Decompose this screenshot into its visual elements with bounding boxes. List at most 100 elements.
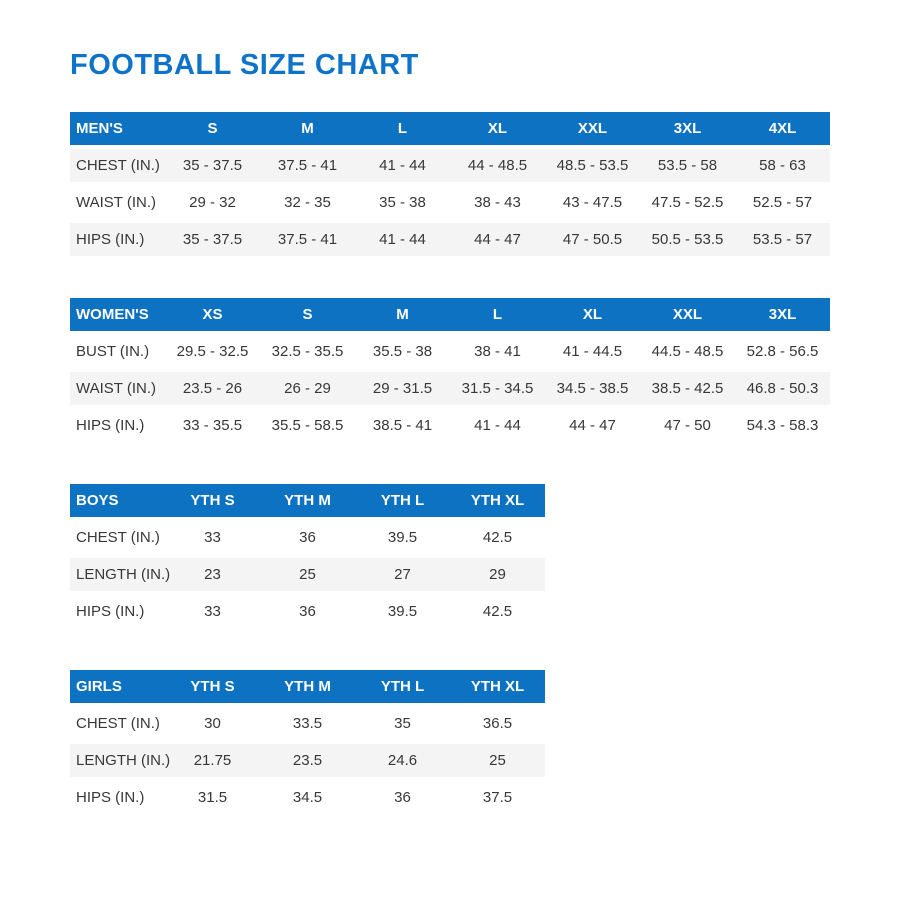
size-value: 52.5 - 57 <box>735 185 830 219</box>
size-value: 32.5 - 35.5 <box>260 334 355 368</box>
size-table-boys: BOYS YTH S YTH M YTH L YTH XL CHEST (IN.) 33 36… <box>70 480 545 632</box>
size-column-header: YTH XL <box>450 483 545 517</box>
table-row: HIPS (IN.) 31.5 34.5 36 37.5 <box>70 780 545 814</box>
size-value: 35 - 37.5 <box>165 148 260 182</box>
size-column-header: YTH L <box>355 669 450 703</box>
size-column-header: S <box>260 297 355 331</box>
size-column-header: 3XL <box>640 111 735 145</box>
size-column-header: L <box>450 297 545 331</box>
table-header-row: WOMEN'S XS S M L XL XXL 3XL <box>70 297 830 331</box>
table-row: WAIST (IN.) 23.5 - 26 26 - 29 29 - 31.5 31.5… <box>70 371 830 405</box>
size-column-header: YTH S <box>165 483 260 517</box>
size-value: 23 <box>165 557 260 591</box>
table-row: HIPS (IN.) 33 36 39.5 42.5 <box>70 594 545 628</box>
table-row: LENGTH (IN.) 23 25 27 29 <box>70 557 545 591</box>
size-value: 47.5 - 52.5 <box>640 185 735 219</box>
table-row: LENGTH (IN.) 21.75 23.5 24.6 25 <box>70 743 545 777</box>
size-value: 29 - 31.5 <box>355 371 450 405</box>
page-title: FOOTBALL SIZE CHART <box>70 49 419 81</box>
size-value: 33 - 35.5 <box>165 408 260 442</box>
size-value: 29 <box>450 557 545 591</box>
size-table-girls: GIRLS YTH S YTH M YTH L YTH XL CHEST (IN.) 30 3… <box>70 666 545 818</box>
size-value: 34.5 - 38.5 <box>545 371 640 405</box>
size-column-header: YTH S <box>165 669 260 703</box>
table-title-cell: WOMEN'S <box>70 297 165 331</box>
size-value: 54.3 - 58.3 <box>735 408 830 442</box>
table-row: CHEST (IN.) 30 33.5 35 36.5 <box>70 706 545 740</box>
size-value: 42.5 <box>450 594 545 628</box>
size-value: 36.5 <box>450 706 545 740</box>
table-title-cell: MEN'S <box>70 111 165 145</box>
size-value: 43 - 47.5 <box>545 185 640 219</box>
table-row: HIPS (IN.) 33 - 35.5 35.5 - 58.5 38.5 - 41 4… <box>70 408 830 442</box>
size-value: 24.6 <box>355 743 450 777</box>
size-value: 46.8 - 50.3 <box>735 371 830 405</box>
size-value: 41 - 44.5 <box>545 334 640 368</box>
size-value: 47 - 50 <box>640 408 735 442</box>
measurement-label: LENGTH (IN.) <box>70 557 170 591</box>
size-value: 41 - 44 <box>355 148 450 182</box>
measurement-label: CHEST (IN.) <box>70 520 165 554</box>
measurement-label: WAIST (IN.) <box>70 185 165 219</box>
size-value: 25 <box>450 743 545 777</box>
size-value: 42.5 <box>450 520 545 554</box>
size-column-header: 4XL <box>735 111 830 145</box>
size-value: 27 <box>355 557 450 591</box>
table-header-row: GIRLS YTH S YTH M YTH L YTH XL <box>70 669 545 703</box>
size-column-header: XL <box>545 297 640 331</box>
size-value: 35 - 38 <box>355 185 450 219</box>
size-value: 35.5 - 58.5 <box>260 408 355 442</box>
size-value: 36 <box>260 594 355 628</box>
size-value: 50.5 - 53.5 <box>640 222 735 256</box>
table-row: WAIST (IN.) 29 - 32 32 - 35 35 - 38 38 - 43 4… <box>70 185 830 219</box>
size-column-header: YTH XL <box>450 669 545 703</box>
size-value: 53.5 - 58 <box>640 148 735 182</box>
size-value: 35.5 - 38 <box>355 334 450 368</box>
size-value: 25 <box>260 557 355 591</box>
size-column-header: XXL <box>640 297 735 331</box>
size-column-header: XXL <box>545 111 640 145</box>
measurement-label: HIPS (IN.) <box>70 408 165 442</box>
size-column-header: M <box>355 297 450 331</box>
size-value: 38.5 - 42.5 <box>640 371 735 405</box>
size-value: 37.5 <box>450 780 545 814</box>
table-header-row: MEN'S S M L XL XXL 3XL 4XL <box>70 111 830 145</box>
size-value: 38 - 41 <box>450 334 545 368</box>
size-value: 35 <box>355 706 450 740</box>
size-column-header: L <box>355 111 450 145</box>
size-value: 39.5 <box>355 520 450 554</box>
size-value: 36 <box>260 520 355 554</box>
size-value: 31.5 <box>165 780 260 814</box>
measurement-label: WAIST (IN.) <box>70 371 165 405</box>
size-value: 35 - 37.5 <box>165 222 260 256</box>
measurement-label: HIPS (IN.) <box>70 222 165 256</box>
table-row: BUST (IN.) 29.5 - 32.5 32.5 - 35.5 35.5 - 3… <box>70 334 830 368</box>
size-value: 36 <box>355 780 450 814</box>
size-value: 44 - 47 <box>450 222 545 256</box>
table-title-cell: BOYS <box>70 483 165 517</box>
size-value: 23.5 <box>260 743 355 777</box>
size-table-mens: MEN'S S M L XL XXL 3XL 4XL CHEST (IN.) 35 - 37.5 3… <box>70 108 830 260</box>
measurement-label: BUST (IN.) <box>70 334 165 368</box>
table-title-cell: GIRLS <box>70 669 165 703</box>
size-value: 23.5 - 26 <box>165 371 260 405</box>
size-column-header: 3XL <box>735 297 830 331</box>
size-column-header: YTH M <box>260 669 355 703</box>
size-value: 26 - 29 <box>260 371 355 405</box>
size-value: 29.5 - 32.5 <box>165 334 260 368</box>
size-value: 52.8 - 56.5 <box>735 334 830 368</box>
table-row: HIPS (IN.) 35 - 37.5 37.5 - 41 41 - 44 44 - … <box>70 222 830 256</box>
size-value: 38 - 43 <box>450 185 545 219</box>
size-value: 41 - 44 <box>450 408 545 442</box>
table-header-row: BOYS YTH S YTH M YTH L YTH XL <box>70 483 545 517</box>
size-value: 47 - 50.5 <box>545 222 640 256</box>
size-table-womens: WOMEN'S XS S M L XL XXL 3XL BUST (IN.) 29.5 - 32.… <box>70 294 830 446</box>
measurement-label: HIPS (IN.) <box>70 594 165 628</box>
size-value: 44.5 - 48.5 <box>640 334 735 368</box>
table-row: CHEST (IN.) 33 36 39.5 42.5 <box>70 520 545 554</box>
size-value: 21.75 <box>165 743 260 777</box>
size-value: 39.5 <box>355 594 450 628</box>
size-column-header: M <box>260 111 355 145</box>
size-column-header: XL <box>450 111 545 145</box>
